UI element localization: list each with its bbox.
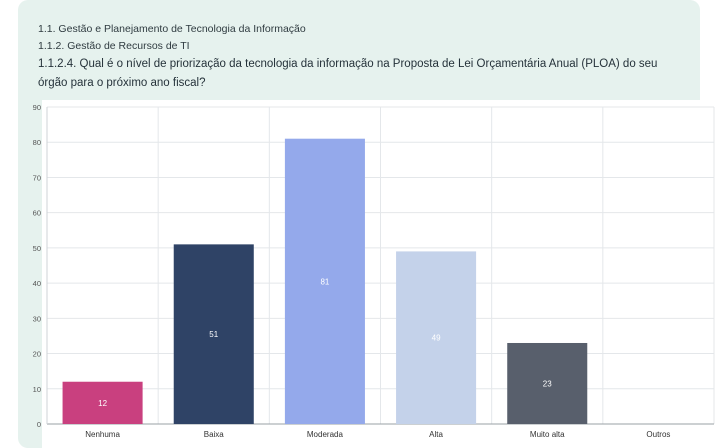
breadcrumb-section: 1.1. Gestão e Planejamento de Tecnologia… xyxy=(38,23,306,35)
bar-muito-alta xyxy=(507,342,588,424)
question-title: 1.1.2.4. Qual é o nível de priorização d… xyxy=(38,58,658,89)
x-tick-label: Nenhuma xyxy=(85,430,120,439)
x-tick-label: Outros xyxy=(646,430,670,439)
data-label: 23 xyxy=(543,379,552,388)
y-tick-label: 40 xyxy=(33,279,41,288)
y-tick-label: 10 xyxy=(33,385,41,394)
y-tick-label: 70 xyxy=(33,173,41,182)
y-tick-label: 0 xyxy=(37,420,41,429)
y-tick-label: 20 xyxy=(33,350,41,359)
data-label: 51 xyxy=(209,330,218,339)
bar-baixa xyxy=(173,244,254,424)
x-tick-label: Alta xyxy=(429,430,443,439)
bar-alta xyxy=(396,251,477,424)
bar-nenhuma xyxy=(62,381,143,424)
breadcrumb-subsection: 1.1.2. Gestão de Recursos de TI xyxy=(38,40,190,52)
data-label: 81 xyxy=(320,277,329,286)
data-label: 49 xyxy=(432,334,441,343)
y-tick-label: 50 xyxy=(33,244,41,253)
data-label: 12 xyxy=(98,399,107,408)
x-tick-label: Moderada xyxy=(307,430,344,439)
y-tick-label: 80 xyxy=(33,138,41,147)
bar-moderada xyxy=(284,138,365,424)
x-tick-label: Baixa xyxy=(204,430,225,439)
y-tick-label: 60 xyxy=(33,209,41,218)
y-tick-label: 30 xyxy=(33,314,41,323)
x-tick-label: Muito alta xyxy=(530,430,565,439)
y-tick-label: 90 xyxy=(33,103,41,112)
